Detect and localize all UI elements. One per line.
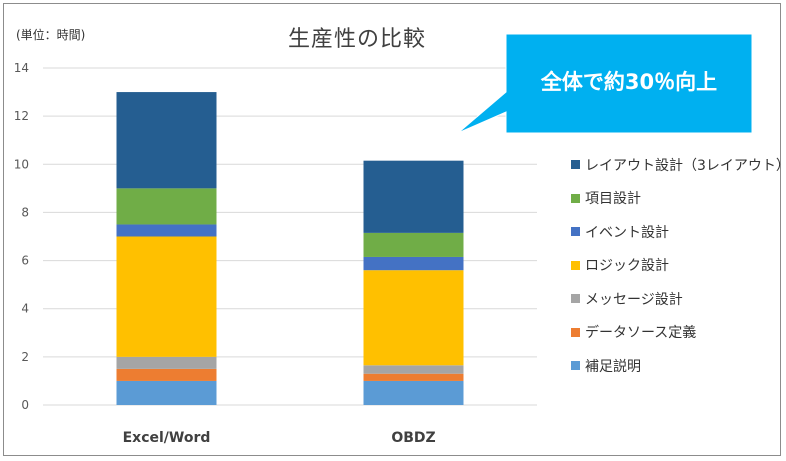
y-tick-label: 6 xyxy=(21,254,29,268)
y-tick-label: 10 xyxy=(14,157,29,171)
bar-segment xyxy=(363,380,464,405)
bar-segment xyxy=(363,270,464,366)
y-tick-label: 4 xyxy=(21,302,29,316)
legend-label: メッセージ設計 xyxy=(585,291,683,308)
bar-segment xyxy=(116,188,217,225)
bar-segment xyxy=(363,160,464,233)
legend-swatch xyxy=(571,260,580,270)
callout-text: 全体で約30％向上 xyxy=(540,70,718,94)
legend-swatch xyxy=(571,327,580,337)
legend-item: ロジック設計 xyxy=(571,249,786,283)
y-tick-label: 8 xyxy=(21,205,29,219)
legend-item: 補足説明 xyxy=(571,349,786,383)
legend-swatch xyxy=(571,294,580,304)
bar-segment xyxy=(116,236,217,357)
unit-label: (単位：時間) xyxy=(16,28,86,42)
bar-segment xyxy=(116,92,217,189)
legend: レイアウト設計（3レイアウト） 項目設計イベント設計 ロジック設計 メッセージ設計 デー… xyxy=(571,148,786,383)
callout-box xyxy=(457,33,753,134)
y-axis-ticks: 0 2 4 6 8 10 12 14 xyxy=(14,61,29,412)
legend-item: メッセージ設計 xyxy=(571,282,786,316)
bar-segment xyxy=(116,380,217,405)
legend-swatch xyxy=(571,227,580,237)
bars xyxy=(116,92,464,405)
x-tick-label: Excel/Word xyxy=(123,430,211,446)
legend-swatch xyxy=(571,160,580,170)
bar-segment xyxy=(363,232,464,257)
legend-label: 項目設計 xyxy=(585,191,641,208)
y-tick-label: 2 xyxy=(21,350,29,364)
legend-label: レイアウト設計（3レイアウト） xyxy=(585,157,786,174)
legend-swatch xyxy=(571,361,580,371)
y-tick-label: 14 xyxy=(14,61,29,75)
legend-item: 項目設計 xyxy=(571,182,786,216)
x-tick-label: OBDZ xyxy=(391,430,435,446)
legend-item: レイアウト設計（3レイアウト） xyxy=(571,148,786,182)
y-tick-label: 12 xyxy=(14,109,29,123)
legend-item: イベント設計 xyxy=(571,215,786,249)
legend-label: データソース定義 xyxy=(585,325,697,342)
x-axis-labels: Excel/Word OBDZ xyxy=(123,430,436,446)
legend-swatch xyxy=(571,193,580,203)
chart-title: 生産性の比較 xyxy=(288,27,427,52)
bar-segment xyxy=(116,356,217,369)
bar-segment xyxy=(363,365,464,374)
bar-segment xyxy=(116,224,217,237)
bar-segment xyxy=(363,373,464,381)
legend-label: 補足説明 xyxy=(585,358,641,375)
legend-item: データソース定義 xyxy=(571,316,786,350)
bar-segment xyxy=(116,368,217,381)
bar-segment xyxy=(363,256,464,271)
legend-label: イベント設計 xyxy=(585,224,669,241)
legend-label: ロジック設計 xyxy=(585,258,669,275)
y-tick-label: 0 xyxy=(21,398,29,412)
